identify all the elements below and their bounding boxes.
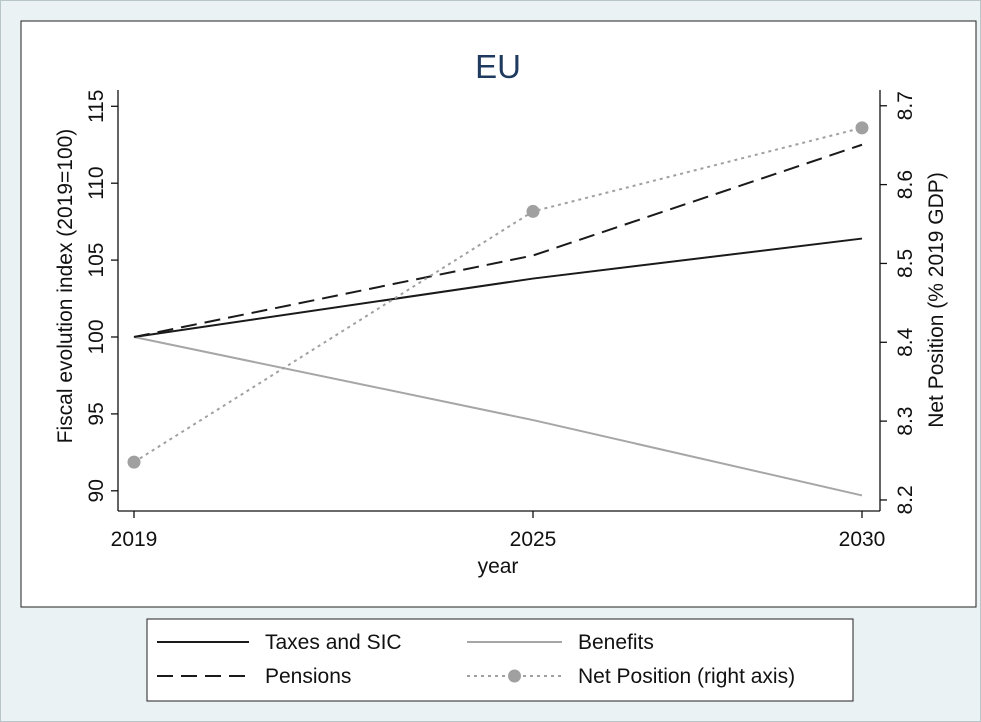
legend-marker bbox=[508, 669, 521, 683]
x-tick-label: 2030 bbox=[839, 528, 886, 551]
y2-axis-label: Net Position (% 2019 GDP) bbox=[925, 172, 948, 428]
series-line-benefits bbox=[133, 336, 863, 497]
net-position-marker bbox=[526, 204, 540, 218]
series-line-pensions bbox=[133, 143, 863, 338]
y-axis-label: Fiscal evolution index (2019=100) bbox=[54, 129, 77, 444]
y2-tick-label: 8.7 bbox=[894, 91, 917, 120]
x-tick-label: 2019 bbox=[111, 528, 158, 551]
right-axis: 8.2 8.3 8.4 8.5 8.6 8.7 bbox=[879, 90, 917, 515]
y2-tick-label: 8.6 bbox=[894, 170, 917, 199]
left-axis: 90 95 100 105 110 115 bbox=[85, 90, 119, 511]
y-tick-label: 105 bbox=[85, 243, 108, 278]
y-tick-label: 110 bbox=[85, 166, 108, 199]
net-position-marker bbox=[127, 455, 141, 469]
y-tick-label: 95 bbox=[85, 402, 108, 425]
y2-tick-label: 8.5 bbox=[894, 249, 917, 278]
legend-label: Pensions bbox=[265, 665, 351, 688]
legend-box bbox=[146, 618, 854, 702]
x-axis: 2019 2025 2030 bbox=[111, 510, 886, 551]
y2-tick-label: 8.3 bbox=[894, 407, 917, 436]
y2-tick-label: 8.2 bbox=[894, 485, 917, 514]
chart-title: EU bbox=[475, 48, 521, 85]
legend-label: Taxes and SIC bbox=[265, 631, 402, 654]
y-tick-label: 115 bbox=[85, 90, 108, 123]
x-tick-label: 2025 bbox=[510, 528, 557, 551]
x-axis-label: year bbox=[478, 555, 519, 578]
legend-label: Net Position (right axis) bbox=[578, 665, 795, 688]
legend: Taxes and SIC Benefits Pensions Net Positio… bbox=[157, 631, 795, 688]
legend-label: Benefits bbox=[578, 631, 654, 654]
y2-tick-label: 8.4 bbox=[894, 327, 917, 357]
series-layer bbox=[127, 121, 869, 497]
y-tick-label: 90 bbox=[85, 479, 108, 502]
graph-region bbox=[20, 20, 977, 608]
y-tick-label: 100 bbox=[85, 319, 108, 354]
net-position-marker bbox=[855, 121, 869, 135]
series-line-taxes-and-sic bbox=[133, 237, 863, 338]
